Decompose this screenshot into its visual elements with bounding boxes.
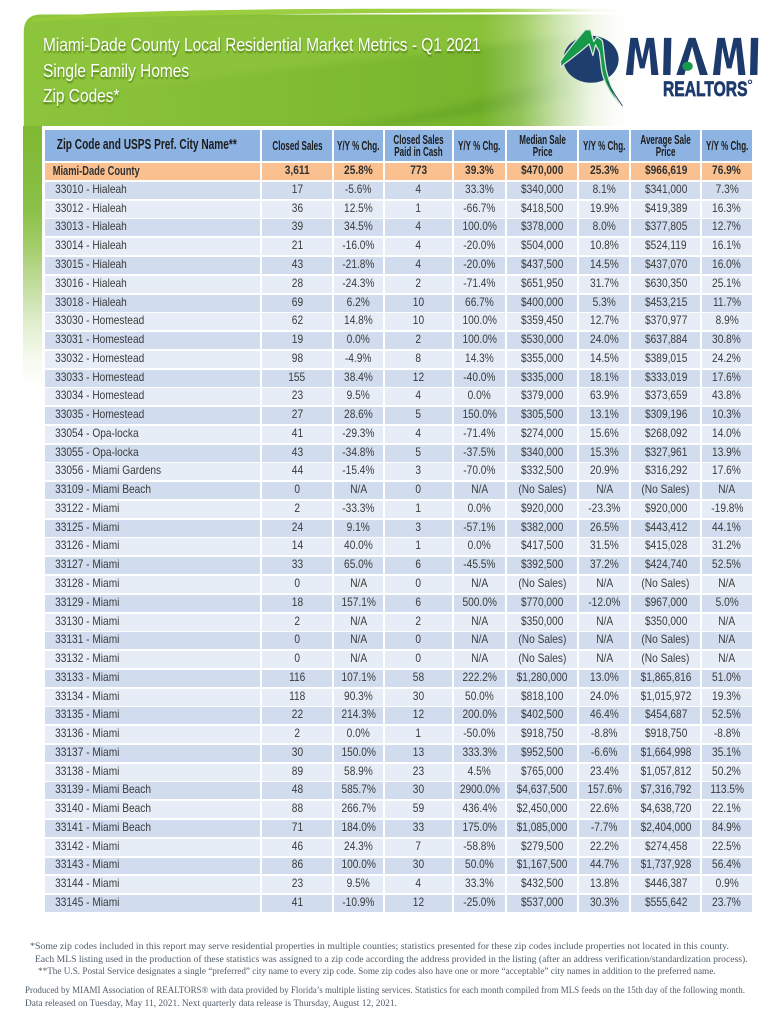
svg-text:REALTORS: REALTORS: [663, 78, 748, 101]
